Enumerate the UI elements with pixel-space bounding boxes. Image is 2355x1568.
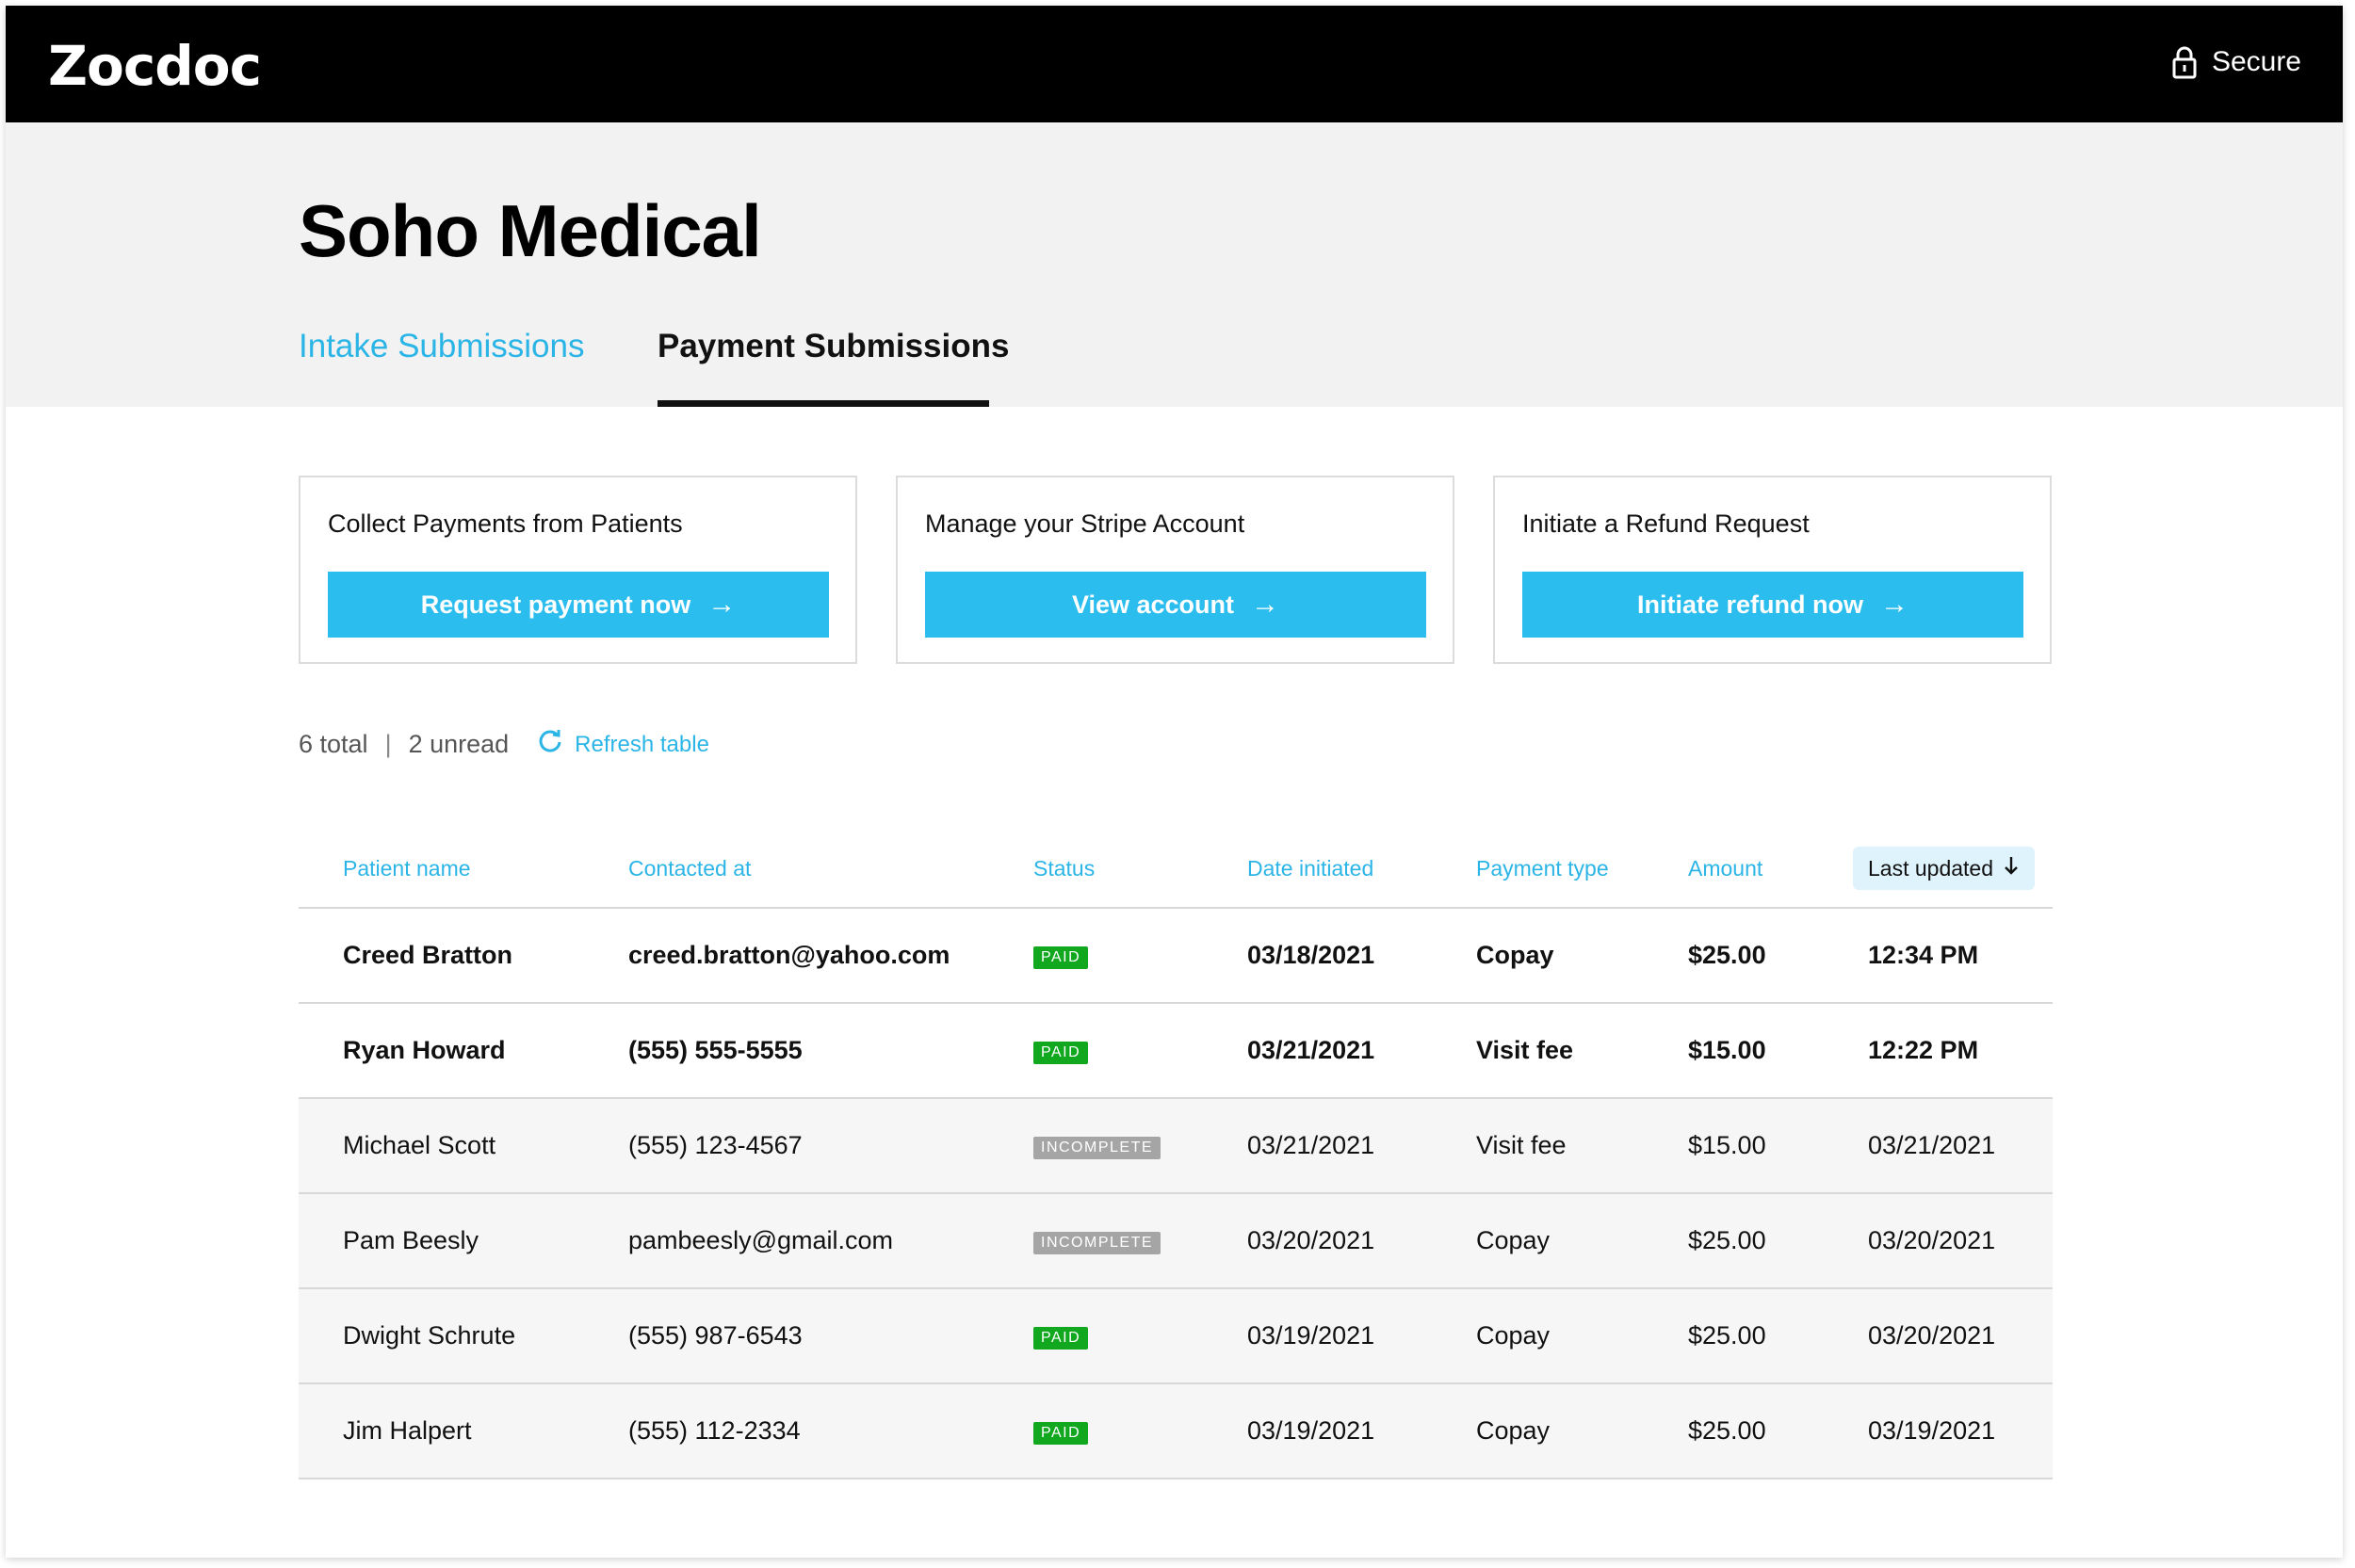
patient-name: Dwight Schrute <box>343 1321 516 1350</box>
last-updated: 12:22 PM <box>1868 1036 1979 1064</box>
date-initiated: 03/20/2021 <box>1247 1226 1375 1254</box>
last-updated: 03/21/2021 <box>1868 1131 1996 1159</box>
refund-request-card: Initiate a Refund Request Initiate refun… <box>1493 476 2052 664</box>
date-initiated: 03/19/2021 <box>1247 1416 1375 1445</box>
view-account-button[interactable]: View account → <box>925 572 1426 638</box>
total-count: 6 total <box>299 730 368 758</box>
refresh-table-button[interactable]: Refresh table <box>537 728 709 761</box>
payment-type: Copay <box>1476 1416 1551 1445</box>
top-bar: Zocdoc Secure <box>6 6 2343 122</box>
payments-table: Patient name Contacted at Status Date in… <box>299 839 2053 1479</box>
last-updated: 03/19/2021 <box>1868 1416 1996 1445</box>
date-initiated: 03/21/2021 <box>1247 1131 1375 1159</box>
collect-payments-card: Collect Payments from Patients Request p… <box>299 476 857 664</box>
status-badge: INCOMPLETE <box>1033 1232 1161 1254</box>
card-title: Collect Payments from Patients <box>328 509 683 538</box>
column-header-patient-name[interactable]: Patient name <box>343 856 471 881</box>
contacted-at: (555) 123-4567 <box>628 1131 803 1159</box>
arrow-right-icon: → <box>1251 589 1280 620</box>
patient-name: Ryan Howard <box>343 1036 506 1064</box>
column-header-status[interactable]: Status <box>1033 856 1096 881</box>
table-row[interactable]: Michael Scott (555) 123-4567 INCOMPLETE … <box>299 1099 2053 1194</box>
summary-separator: | <box>384 730 392 758</box>
table-header: Patient name Contacted at Status Date in… <box>299 839 2053 909</box>
request-payment-button[interactable]: Request payment now → <box>328 572 829 638</box>
lock-icon <box>2172 45 2197 79</box>
initiate-refund-button[interactable]: Initiate refund now → <box>1522 572 2023 638</box>
date-initiated: 03/18/2021 <box>1247 941 1375 969</box>
amount: $25.00 <box>1688 1321 1766 1350</box>
amount: $25.00 <box>1688 941 1766 969</box>
status-badge: INCOMPLETE <box>1033 1137 1161 1159</box>
amount: $15.00 <box>1688 1131 1766 1159</box>
secure-indicator: Secure <box>2172 45 2301 79</box>
button-label: View account <box>1071 590 1235 619</box>
arrow-right-icon: → <box>1880 589 1908 620</box>
last-updated: 12:34 PM <box>1868 941 1979 969</box>
status-badge: PAID <box>1033 1327 1089 1350</box>
button-label: Request payment now <box>420 590 691 619</box>
table-row[interactable]: Creed Bratton creed.bratton@yahoo.com PA… <box>299 909 2053 1004</box>
amount: $25.00 <box>1688 1416 1766 1445</box>
contacted-at: creed.bratton@yahoo.com <box>628 941 950 969</box>
patient-name: Pam Beesly <box>343 1226 479 1254</box>
card-title: Initiate a Refund Request <box>1522 509 1810 538</box>
arrow-right-icon: → <box>707 589 737 620</box>
refresh-label: Refresh table <box>575 731 709 757</box>
contacted-at: (555) 555-5555 <box>628 1036 803 1064</box>
amount: $25.00 <box>1688 1226 1766 1254</box>
tab-payment-submissions[interactable]: Payment Submissions <box>658 328 1010 364</box>
payment-type: Visit fee <box>1476 1131 1567 1159</box>
column-header-contacted-at[interactable]: Contacted at <box>628 856 752 881</box>
patient-name: Creed Bratton <box>343 941 513 969</box>
date-initiated: 03/21/2021 <box>1247 1036 1375 1064</box>
payment-type: Copay <box>1476 1226 1551 1254</box>
contacted-at: (555) 987-6543 <box>628 1321 803 1350</box>
patient-name: Jim Halpert <box>343 1416 472 1445</box>
table-row[interactable]: Jim Halpert (555) 112-2334 PAID 03/19/20… <box>299 1384 2053 1479</box>
table-row[interactable]: Pam Beesly pambeesly@gmail.com INCOMPLET… <box>299 1194 2053 1289</box>
button-label: Initiate refund now <box>1637 590 1863 619</box>
payment-type: Copay <box>1476 1321 1551 1350</box>
card-title: Manage your Stripe Account <box>925 509 1245 538</box>
status-badge: PAID <box>1033 946 1089 969</box>
table-row[interactable]: Ryan Howard (555) 555-5555 PAID 03/21/20… <box>299 1004 2053 1099</box>
secure-label: Secure <box>2211 46 2301 77</box>
contacted-at: pambeesly@gmail.com <box>628 1226 894 1254</box>
status-badge: PAID <box>1033 1422 1089 1445</box>
column-header-last-updated[interactable]: Last updated <box>1853 847 2036 890</box>
table-summary: 6 total | 2 unread Refresh table <box>299 728 709 761</box>
stripe-account-card: Manage your Stripe Account View account … <box>896 476 1454 664</box>
arrow-down-icon <box>2003 855 2020 881</box>
amount: $15.00 <box>1688 1036 1766 1064</box>
column-header-payment-type[interactable]: Payment type <box>1476 856 1609 881</box>
zocdoc-logo[interactable]: Zocdoc <box>48 34 262 98</box>
last-updated: 03/20/2021 <box>1868 1321 1996 1350</box>
tab-intake-submissions[interactable]: Intake Submissions <box>299 328 585 364</box>
app-window: Zocdoc Secure Soho Medical Intake Submis… <box>6 6 2343 1558</box>
column-header-amount[interactable]: Amount <box>1688 856 1763 881</box>
unread-count: 2 unread <box>408 730 510 758</box>
column-header-date-initiated[interactable]: Date initiated <box>1247 856 1374 881</box>
active-tab-indicator <box>658 400 989 407</box>
patient-name: Michael Scott <box>343 1131 496 1159</box>
column-header-label: Last updated <box>1868 855 1994 881</box>
status-badge: PAID <box>1033 1042 1089 1064</box>
page-title: Soho Medical <box>299 189 762 272</box>
refresh-icon <box>537 728 563 761</box>
last-updated: 03/20/2021 <box>1868 1226 1996 1254</box>
payment-type: Visit fee <box>1476 1036 1574 1064</box>
table-row[interactable]: Dwight Schrute (555) 987-6543 PAID 03/19… <box>299 1289 2053 1384</box>
contacted-at: (555) 112-2334 <box>628 1416 801 1445</box>
payment-type: Copay <box>1476 941 1554 969</box>
date-initiated: 03/19/2021 <box>1247 1321 1375 1350</box>
page-header: Soho Medical Intake Submissions Payment … <box>6 122 2343 407</box>
